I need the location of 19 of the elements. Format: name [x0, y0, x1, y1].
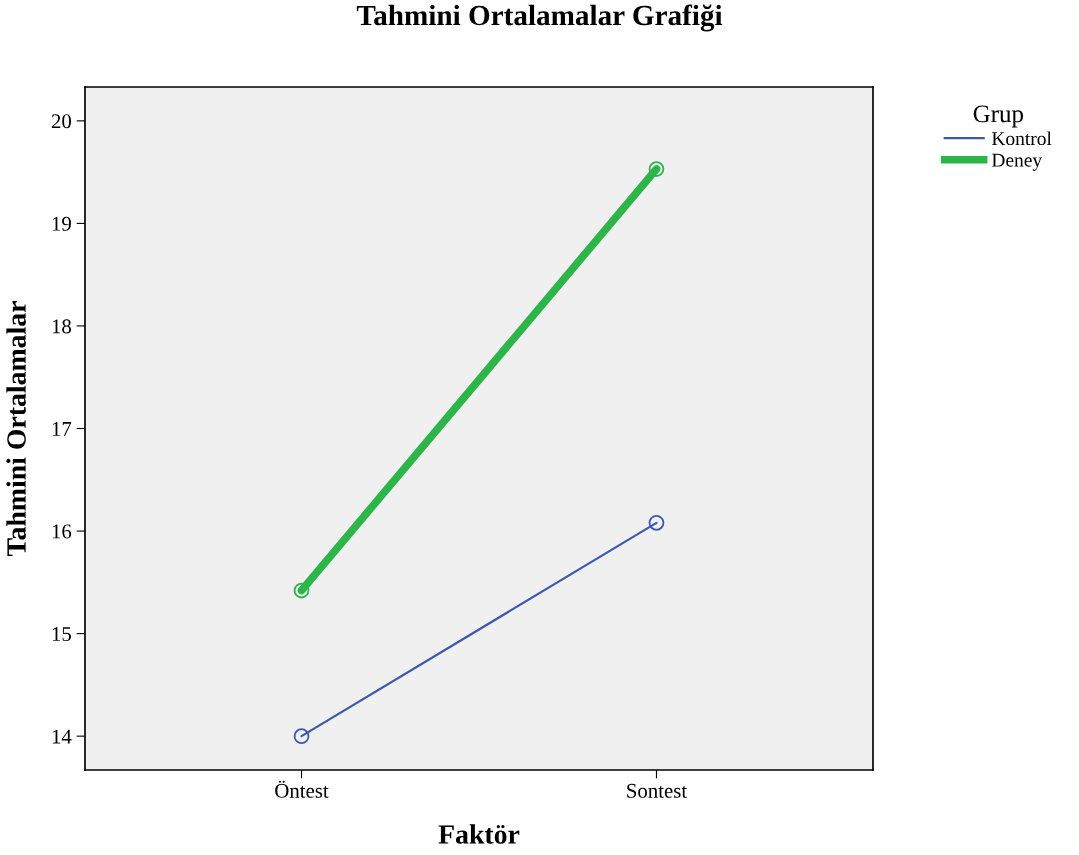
point: [293, 582, 310, 599]
y-tick-label: 17: [52, 421, 72, 436]
y-tick-label: 19: [52, 216, 71, 231]
x-axis-title: Faktör: [438, 824, 520, 844]
y-tick-label: 16: [52, 524, 72, 539]
legend-title: Grup: [973, 105, 1024, 128]
y-tick-label: 14: [52, 729, 72, 744]
point: [648, 514, 665, 531]
chart-title: Tahmini Ortalamalar Grafiği: [356, 4, 723, 32]
x-tick-label: Öntest: [275, 780, 329, 798]
legend-label: Deney: [991, 153, 1043, 171]
y-tick-label: 18: [52, 319, 72, 334]
y-tick-label: 20: [51, 114, 72, 129]
x-tick-label: Sontest: [627, 783, 688, 798]
y-tick-label: 15: [52, 627, 71, 642]
point: [648, 161, 665, 177]
point: [293, 728, 310, 745]
legend-label: Kontrol: [991, 131, 1052, 146]
y-axis-title: Tahmini Ortalamalar: [6, 301, 26, 557]
